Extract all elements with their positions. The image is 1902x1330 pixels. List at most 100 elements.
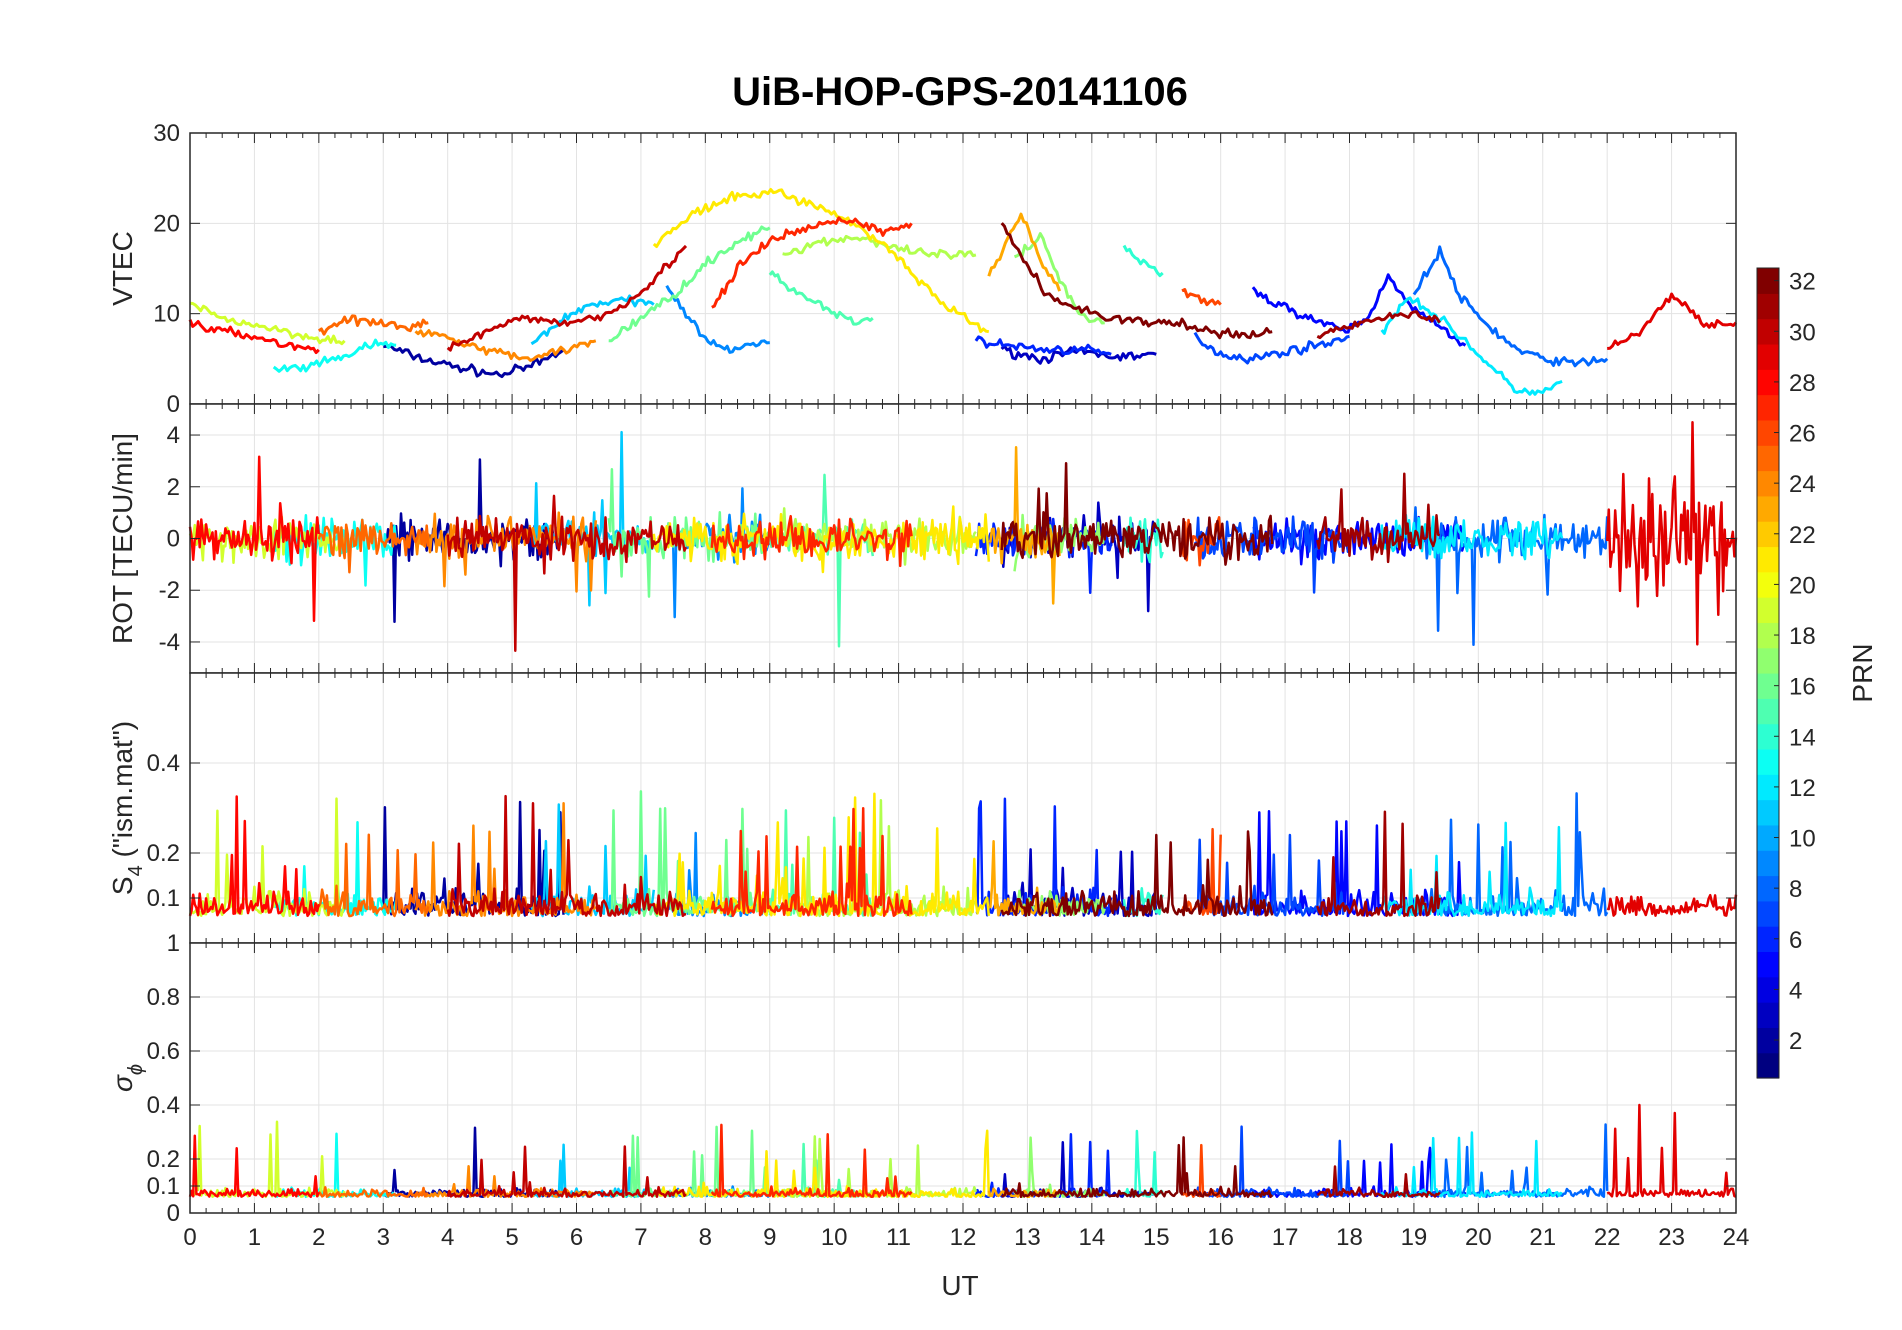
colorbar-tick-label: 32	[1789, 269, 1816, 296]
colorbar-tick-label: 16	[1789, 674, 1816, 701]
colorbar-tick-label: 10	[1789, 826, 1816, 853]
colorbar-swatch	[1757, 268, 1779, 294]
x-tick-label: 10	[821, 1224, 848, 1251]
series-prn-5	[1251, 1143, 1467, 1199]
series-prn-21	[652, 505, 991, 574]
series-prn-25	[317, 1186, 429, 1198]
series-prn-12	[1380, 296, 1563, 396]
colorbar-swatch	[1757, 875, 1779, 902]
y-tick-label: -4	[159, 629, 180, 656]
series-prn-28	[188, 319, 320, 355]
y-axis-label: VTEC	[107, 231, 138, 306]
x-tick-label: 9	[763, 1224, 776, 1251]
series-prn-27	[711, 216, 913, 309]
colorbar-tick-label: 24	[1789, 471, 1816, 498]
series-prn-8	[1412, 245, 1609, 368]
series-prn-13	[272, 338, 397, 373]
x-tick-label: 13	[1014, 1224, 1041, 1251]
colorbar-tick-label: 6	[1789, 927, 1802, 954]
y-tick-label: 4	[167, 422, 180, 449]
series-prn-16	[608, 225, 771, 343]
x-tick-label: 3	[377, 1224, 390, 1251]
series-prn-25	[317, 518, 430, 574]
series-prn-29	[1606, 1103, 1737, 1198]
colorbar-swatch	[1757, 521, 1779, 548]
series-prn-27	[710, 514, 913, 568]
y-axis-label: σϕ	[107, 1064, 147, 1092]
x-tick-label: 24	[1723, 1224, 1750, 1251]
series-group	[188, 790, 1738, 918]
series-prn-2	[383, 344, 565, 379]
y-tick-label: -2	[159, 577, 180, 604]
colorbar-swatch	[1757, 926, 1779, 953]
y-tick-label: 0.4	[147, 750, 180, 777]
y-tick-label: 0.2	[147, 1146, 180, 1173]
series-prn-30	[446, 794, 687, 918]
panel-vtec: 0 10 20 30 VTEC	[107, 120, 1738, 418]
series-prn-30	[446, 244, 688, 352]
x-tick-label: 2	[312, 1224, 325, 1251]
colorbar-swatch	[1757, 824, 1779, 851]
series-prn-31	[1317, 1165, 1441, 1199]
series-prn-31	[1316, 310, 1441, 340]
y-tick-label: 0.8	[147, 984, 180, 1011]
y-axis-label: S4 ("ism.mat")	[107, 721, 147, 895]
series-prn-30	[446, 494, 688, 652]
series-prn-17	[1013, 232, 1105, 325]
colorbar-swatch	[1757, 470, 1779, 497]
series-prn-25	[317, 833, 430, 918]
colorbar-swatch	[1757, 900, 1779, 927]
series-prn-19	[189, 301, 346, 346]
colorbar-swatch	[1757, 976, 1779, 1003]
series-prn-28	[188, 455, 321, 623]
colorbar-swatch	[1757, 1052, 1779, 1079]
colorbar-label: PRN	[1847, 643, 1878, 702]
series-prn-14	[1122, 244, 1164, 278]
x-tick-label: 19	[1401, 1224, 1428, 1251]
y-tick-label: 0.6	[147, 1038, 180, 1065]
colorbar-tick-label: 20	[1789, 572, 1816, 599]
y-tick-label: 2	[167, 474, 180, 501]
x-tick-label: 23	[1658, 1224, 1685, 1251]
series-prn-9	[665, 284, 770, 354]
series-prn-6	[974, 335, 1112, 356]
series-prn-12	[1380, 821, 1564, 918]
x-tick-label: 15	[1143, 1224, 1170, 1251]
x-tick-label: 16	[1207, 1224, 1234, 1251]
series-prn-32	[1000, 830, 1274, 918]
series-prn-29	[1607, 292, 1738, 350]
x-tick-label: 20	[1465, 1224, 1492, 1251]
y-tick-label: 0.2	[147, 840, 180, 867]
series-prn-27	[710, 806, 913, 918]
colorbar-tick-label: 18	[1789, 623, 1816, 650]
colorbar-swatch	[1757, 597, 1779, 623]
y-tick-label: 20	[153, 210, 180, 237]
colorbar-swatch	[1757, 850, 1779, 877]
series-prn-32	[1000, 1136, 1274, 1199]
series-prn-32	[1000, 222, 1273, 340]
panel-rot: -4 -2 0 2 4 ROT [TECU/min]	[107, 403, 1738, 674]
x-tick-label: 14	[1078, 1224, 1105, 1251]
series-prn-16	[608, 790, 772, 918]
colorbar-swatch	[1757, 723, 1779, 750]
y-tick-label: 1	[167, 930, 180, 957]
colorbar-tick-label: 12	[1789, 775, 1816, 802]
series-prn-15	[768, 270, 874, 326]
x-tick-label: 4	[441, 1224, 454, 1251]
colorbar-swatch	[1757, 698, 1779, 725]
series-prn-11	[530, 294, 655, 346]
colorbar-swatch	[1757, 774, 1779, 801]
colorbar-swatch	[1757, 419, 1779, 446]
series-prn-24	[414, 802, 597, 918]
colorbar-tick-label: 30	[1789, 319, 1816, 346]
colorbar-swatch	[1757, 1027, 1779, 1054]
series-group	[188, 421, 1738, 652]
y-tick-label: 30	[153, 120, 180, 147]
colorbar-swatch	[1757, 546, 1779, 573]
series-prn-28	[188, 795, 321, 918]
x-tick-label: 5	[505, 1224, 518, 1251]
